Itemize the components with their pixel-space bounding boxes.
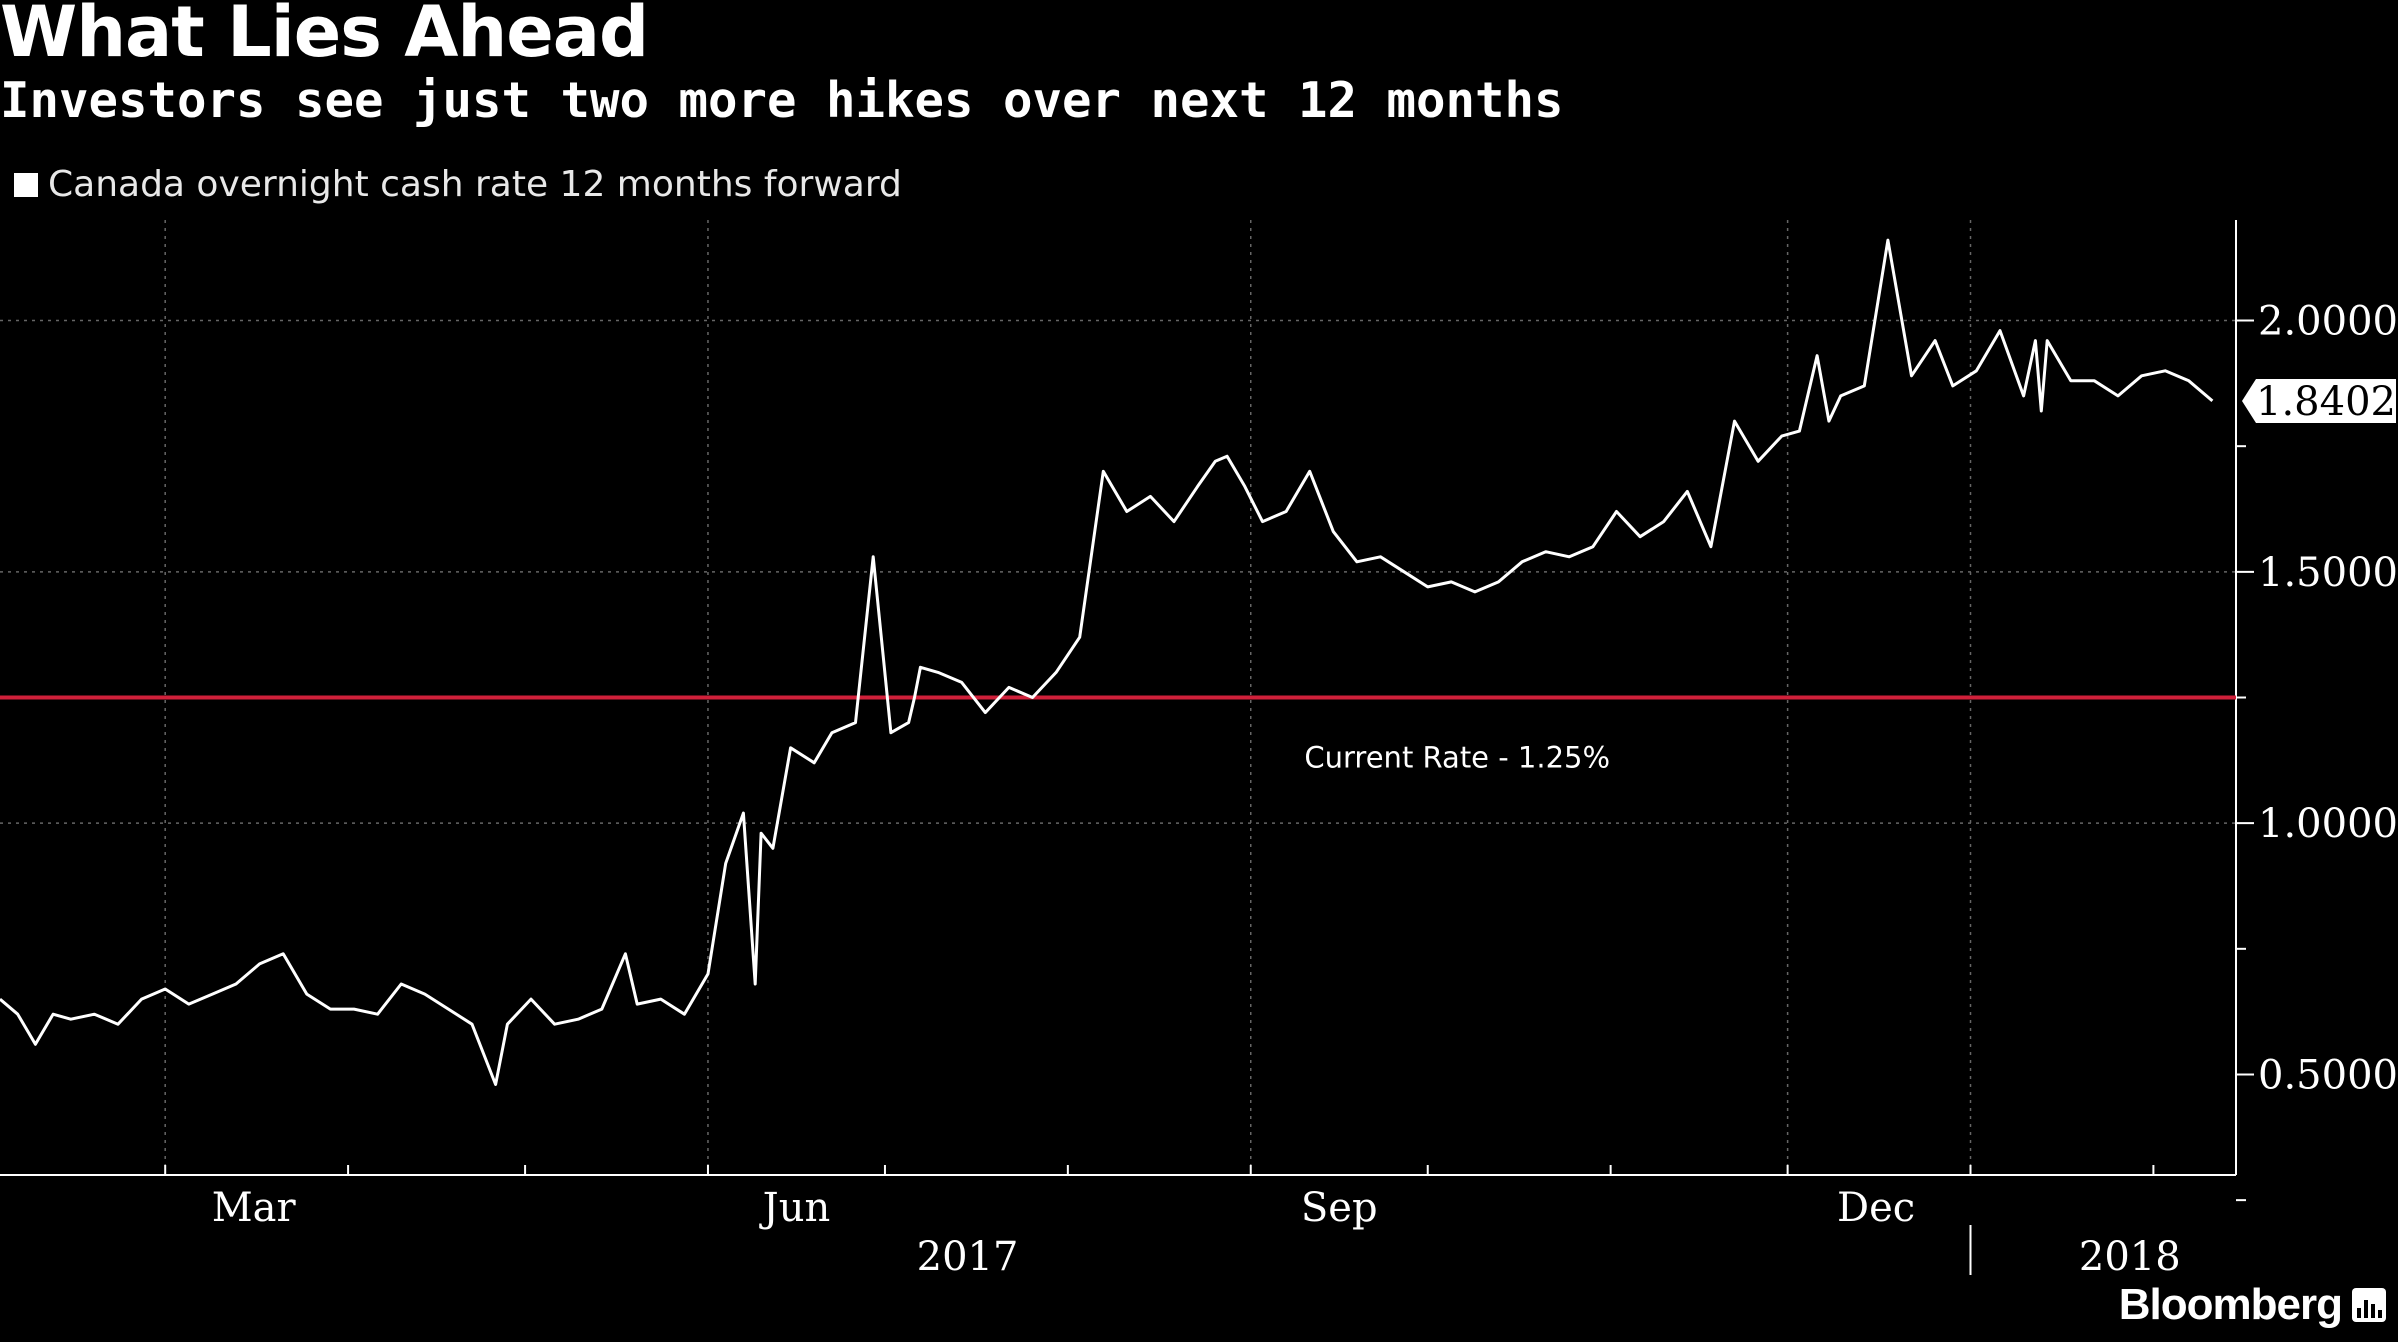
y-tick-label: 1.5000 [2258,550,2398,596]
y-tick-label: 2.0000 [2258,299,2398,345]
last-value-box [2242,378,2396,423]
bloomberg-logo: Bloomberg [2119,1280,2386,1330]
chart-subtitle: Investors see just two more hikes over n… [0,72,1564,129]
year-label: 2018 [2079,1234,2181,1280]
axes [0,220,2254,1275]
x-tick-label: Sep [1301,1185,1378,1231]
chart-title: What Lies Ahead [0,0,649,73]
series-group [0,238,2214,1086]
legend: Canada overnight cash rate 12 months for… [14,164,902,205]
legend-swatch [14,172,38,197]
rate-series-line [0,238,2214,1086]
last-value-label: 1.8402 [2256,379,2396,425]
axis-labels: 0.5000 1.0000 1.5000 2.0000 Mar Jun Sep Dec 2017… [212,299,2398,1280]
year-label: 2017 [917,1234,1019,1280]
x-tick-label: Jun [759,1185,831,1231]
reference-line-group: Current Rate - 1.25% [0,695,2236,775]
bloomberg-bars-icon [2352,1288,2386,1322]
y-tick-label: 1.0000 [2258,801,2398,847]
x-tick-label: Mar [212,1185,297,1231]
current-rate-label: Current Rate - 1.25% [1304,741,1610,775]
brand-name: Bloomberg [2118,1280,2343,1329]
legend-label: Canada overnight cash rate 12 months for… [48,164,902,205]
x-tick-label: Dec [1837,1185,1915,1231]
last-value-callout: 1.8402 [2242,378,2396,425]
y-tick-label: 0.5000 [2258,1052,2398,1098]
